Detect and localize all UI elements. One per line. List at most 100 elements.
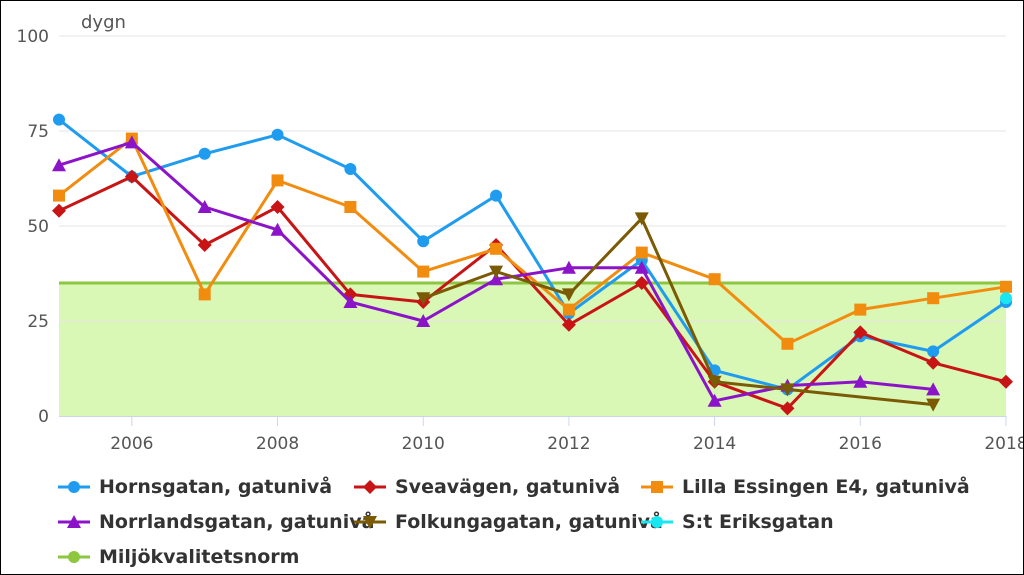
data-point <box>270 222 285 236</box>
series <box>1000 292 1012 305</box>
data-point <box>853 325 868 340</box>
legend-symbol <box>58 550 90 563</box>
legend-label: Hornsgatan, gatunivå <box>99 475 333 498</box>
legend-marker <box>651 515 663 528</box>
legend-symbol <box>641 515 673 528</box>
legend-marker <box>363 515 377 529</box>
data-point <box>780 401 795 416</box>
data-point <box>927 345 940 358</box>
gridlines <box>59 35 1006 322</box>
data-point <box>52 203 66 218</box>
data-point <box>490 189 503 202</box>
legend-item[interactable]: S:t Eriksgatan <box>640 511 970 533</box>
series <box>416 212 941 412</box>
data-point <box>198 147 211 160</box>
data-point <box>344 163 357 175</box>
tick-labels: 0 25 50 75 100 2006 2008 2010 2012 2014 2016 2018 <box>17 27 1023 454</box>
data-point <box>561 260 576 274</box>
data-point <box>271 128 284 141</box>
legend-label: Sveavägen, gatunivå <box>395 475 621 498</box>
data-point <box>926 355 941 370</box>
legend-symbol <box>641 480 673 493</box>
line-chart: 0 25 50 75 100 2006 2008 2010 2012 2014 2016 2018 d… <box>17 12 1023 454</box>
legend-item[interactable]: Miljökvalitetsnorm <box>57 546 353 568</box>
x-tick-label: 2006 <box>110 434 153 454</box>
norm-area <box>59 283 1006 416</box>
data-point <box>344 201 357 213</box>
data-point <box>53 189 65 202</box>
legend-marker <box>68 480 80 493</box>
data-point <box>926 382 941 396</box>
data-point <box>708 273 721 286</box>
data-point <box>270 200 285 214</box>
data-point <box>999 374 1013 389</box>
data-point <box>853 374 868 388</box>
data-point <box>561 317 576 332</box>
legend-item[interactable]: Folkungagatan, gatunivå <box>353 511 663 533</box>
data-point <box>197 200 212 213</box>
legend-symbol <box>58 514 90 528</box>
data-point <box>343 295 358 308</box>
data-point <box>1000 292 1012 305</box>
legend-label: S:t Eriksgatan <box>682 510 834 533</box>
data-point <box>489 265 504 279</box>
x-axis <box>59 416 1007 426</box>
legend-item[interactable]: Norrlandsgatan, gatunivå <box>57 511 374 533</box>
y-tick-label: 0 <box>38 407 49 427</box>
legend: Hornsgatan, gatunivå Sveavägen, gatunivå L… <box>57 469 1017 574</box>
data-point <box>634 212 649 226</box>
data-point <box>634 260 649 274</box>
data-point <box>635 246 648 259</box>
data-point <box>707 375 722 389</box>
x-tick-label: 2014 <box>693 434 736 454</box>
x-tick-label: 2016 <box>839 434 882 454</box>
legend-marker <box>67 514 81 528</box>
series-line <box>58 137 1007 346</box>
data-point <box>53 113 65 126</box>
data-point <box>561 288 576 302</box>
y-tick-label: 100 <box>17 27 49 47</box>
legend-item[interactable]: Hornsgatan, gatunivå <box>57 476 353 498</box>
x-tick-label: 2010 <box>402 434 445 454</box>
data-point <box>780 383 795 397</box>
data-point <box>417 265 430 278</box>
data-point <box>927 292 940 305</box>
data-point <box>854 303 867 316</box>
y-tick-label: 75 <box>27 122 49 142</box>
legend-row: Hornsgatan, gatunivå Sveavägen, gatunivå L… <box>57 469 1017 504</box>
data-point <box>52 158 66 172</box>
legend-symbol <box>354 515 386 529</box>
series <box>53 132 1012 350</box>
y-axis-label: dygn <box>81 12 126 33</box>
data-point <box>490 242 503 255</box>
legend-symbol <box>354 479 386 494</box>
legend-label: Lilla Essingen E4, gatunivå <box>682 475 970 498</box>
legend-label: Miljökvalitetsnorm <box>99 545 300 568</box>
data-point <box>417 235 430 248</box>
legend-label: Folkungagatan, gatunivå <box>395 510 663 533</box>
legend-label: Norrlandsgatan, gatunivå <box>99 510 375 533</box>
x-tick-label: 2012 <box>547 434 590 454</box>
x-tick-label: 2008 <box>256 434 299 454</box>
legend-marker <box>363 479 377 494</box>
data-point <box>634 276 649 290</box>
data-point <box>926 398 941 412</box>
legend-row: Miljökvalitetsnorm <box>57 539 1017 574</box>
legend-marker <box>651 480 663 493</box>
legend-item[interactable]: Lilla Essingen E4, gatunivå <box>640 476 970 498</box>
series-line <box>58 175 1007 410</box>
data-point <box>562 303 575 316</box>
data-point <box>781 337 794 350</box>
data-point <box>124 169 139 184</box>
data-point <box>197 238 212 252</box>
data-point <box>489 272 504 286</box>
data-point <box>707 393 722 407</box>
y-tick-label: 50 <box>27 217 49 237</box>
data-point <box>1000 280 1012 293</box>
data-point <box>124 135 139 149</box>
x-tick-label: 2018 <box>984 434 1023 454</box>
data-point <box>416 314 431 327</box>
legend-item[interactable]: Sveavägen, gatunivå <box>353 476 640 498</box>
legend-marker <box>68 550 80 563</box>
